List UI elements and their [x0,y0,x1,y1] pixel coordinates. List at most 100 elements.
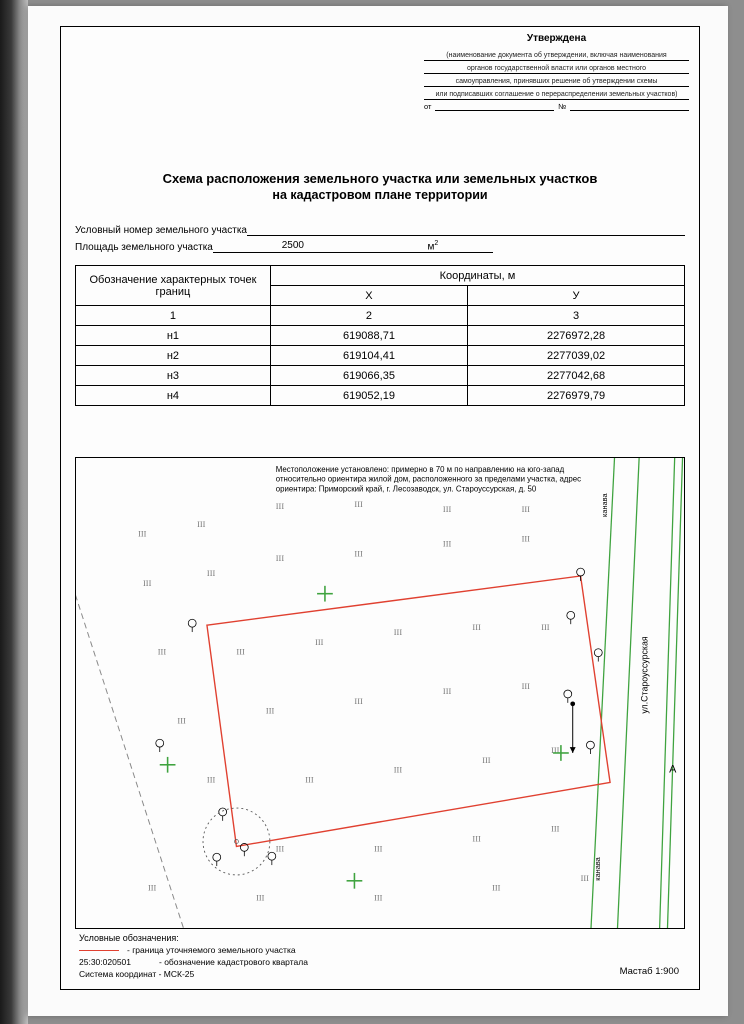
approval-line: органов государственной власти или орган… [424,61,689,74]
svg-text:III: III [207,775,216,784]
cell-y: 2277042,68 [468,366,685,386]
document-title: Схема расположения земельного участка ил… [61,171,699,202]
cadastral-map: Местоположение установлено: примерно в 7… [75,457,685,929]
cell-x: 619052,19 [270,386,467,406]
svg-text:III: III [354,549,363,558]
map-svg: Местоположение установлено: примерно в 7… [76,458,684,928]
svg-text:III: III [148,884,157,893]
svg-text:III: III [443,539,452,548]
no-field [570,102,689,111]
th-col-1: 1 [76,306,271,326]
svg-text:канава: канава [593,856,602,880]
approval-line: самоуправления, принявших решение об утв… [424,74,689,87]
cell-x: 619066,35 [270,366,467,386]
svg-text:III: III [581,874,590,883]
svg-text:III: III [522,535,531,544]
svg-text:III: III [394,628,403,637]
svg-text:III: III [472,834,481,843]
coord-system: Система координат - МСК-25 [79,969,194,979]
cell-x: 619104,41 [270,346,467,366]
cell-point: н4 [76,386,271,406]
cell-y: 2276972,28 [468,326,685,346]
conditional-number-value [247,223,685,236]
legend-block: Условные обозначения: - граница уточняем… [79,933,308,981]
svg-text:III: III [256,893,265,902]
scanner-edge [0,0,28,1024]
svg-text:III: III [276,844,285,853]
cell-x: 619088,71 [270,326,467,346]
svg-text:III: III [354,697,363,706]
svg-text:III: III [315,638,324,647]
svg-text:III: III [551,825,560,834]
legend-item: - обозначение кадастрового квартала [159,957,308,967]
area-unit-field: м2 [373,240,493,253]
svg-text:III: III [354,500,363,509]
svg-text:III: III [443,687,452,696]
svg-text:III: III [482,756,491,765]
th-coords: Координаты, м [270,266,684,286]
legend-item: - граница уточняемого земельного участка [127,945,296,955]
svg-text:III: III [143,579,152,588]
coordinates-table: Обозначение характерных точек границ Коо… [75,265,685,406]
svg-text:III: III [236,648,245,657]
area-label: Площадь земельного участка [75,242,213,253]
from-field [435,102,554,111]
page-sheet: Утверждена (наименование документа об ут… [28,6,728,1016]
from-label: от [424,102,431,111]
cell-point: н1 [76,326,271,346]
svg-text:III: III [374,844,383,853]
svg-text:III: III [305,775,314,784]
svg-text:III: III [374,893,383,902]
svg-text:III: III [207,569,216,578]
svg-text:III: III [276,502,285,511]
map-scale: Мастаб 1:900 [620,966,679,977]
svg-text:III: III [276,554,285,563]
svg-text:Местоположение установлено: пр: Местоположение установлено: примерно в 7… [276,465,565,474]
no-label: № [558,102,566,111]
document-frame: Утверждена (наименование документа об ут… [60,26,700,990]
cell-point: н2 [76,346,271,366]
th-col-2: 2 [270,306,467,326]
th-y: У [468,286,685,306]
approval-line: или подписавших соглашение о перераспред… [424,87,689,100]
svg-text:ул.Староуссурская: ул.Староуссурская [639,636,649,714]
svg-text:А: А [669,764,677,776]
conditional-number-label: Условный номер земельного участка [75,225,247,236]
area-value: 2500 [213,240,373,253]
svg-text:III: III [443,505,452,514]
svg-text:III: III [266,707,275,716]
table-row: н3 619066,35 2277042,68 [76,366,685,386]
cell-y: 2277039,02 [468,346,685,366]
table-row: н1 619088,71 2276972,28 [76,326,685,346]
svg-text:III: III [138,530,147,539]
area-exp: 2 [434,240,438,247]
parcel-border-sample [79,950,119,951]
title-line-1: Схема расположения земельного участка ил… [61,171,699,186]
svg-text:III: III [197,520,206,529]
th-points: Обозначение характерных точек границ [76,266,271,306]
cell-point: н3 [76,366,271,386]
th-col-3: 3 [468,306,685,326]
svg-text:ориентира: Приморский край, г.: ориентира: Приморский край, г. Лесозавод… [276,484,537,493]
title-line-2: на кадастровом плане территории [61,188,699,202]
cadastral-code: 25:30:020501 [79,957,151,967]
legend-title: Условные обозначения: [79,933,308,943]
svg-text:III: III [522,505,531,514]
svg-text:канава: канава [600,493,609,517]
svg-text:III: III [177,716,186,725]
svg-text:III: III [541,623,550,632]
cell-y: 2276979,79 [468,386,685,406]
approval-block: Утверждена (наименование документа об ут… [424,33,689,111]
svg-text:III: III [394,766,403,775]
table-row: н4 619052,19 2276979,79 [76,386,685,406]
approval-header: Утверждена [424,33,689,44]
table-row: н2 619104,41 2277039,02 [76,346,685,366]
th-x: X [270,286,467,306]
info-block: Условный номер земельного участка Площад… [75,223,685,257]
svg-text:относительно ориентира жилой д: относительно ориентира жилой дом, распол… [276,475,581,484]
approval-line: (наименование документа об утверждении, … [424,48,689,61]
svg-text:III: III [522,682,531,691]
svg-text:III: III [158,648,167,657]
svg-text:III: III [492,884,501,893]
svg-text:III: III [472,623,481,632]
